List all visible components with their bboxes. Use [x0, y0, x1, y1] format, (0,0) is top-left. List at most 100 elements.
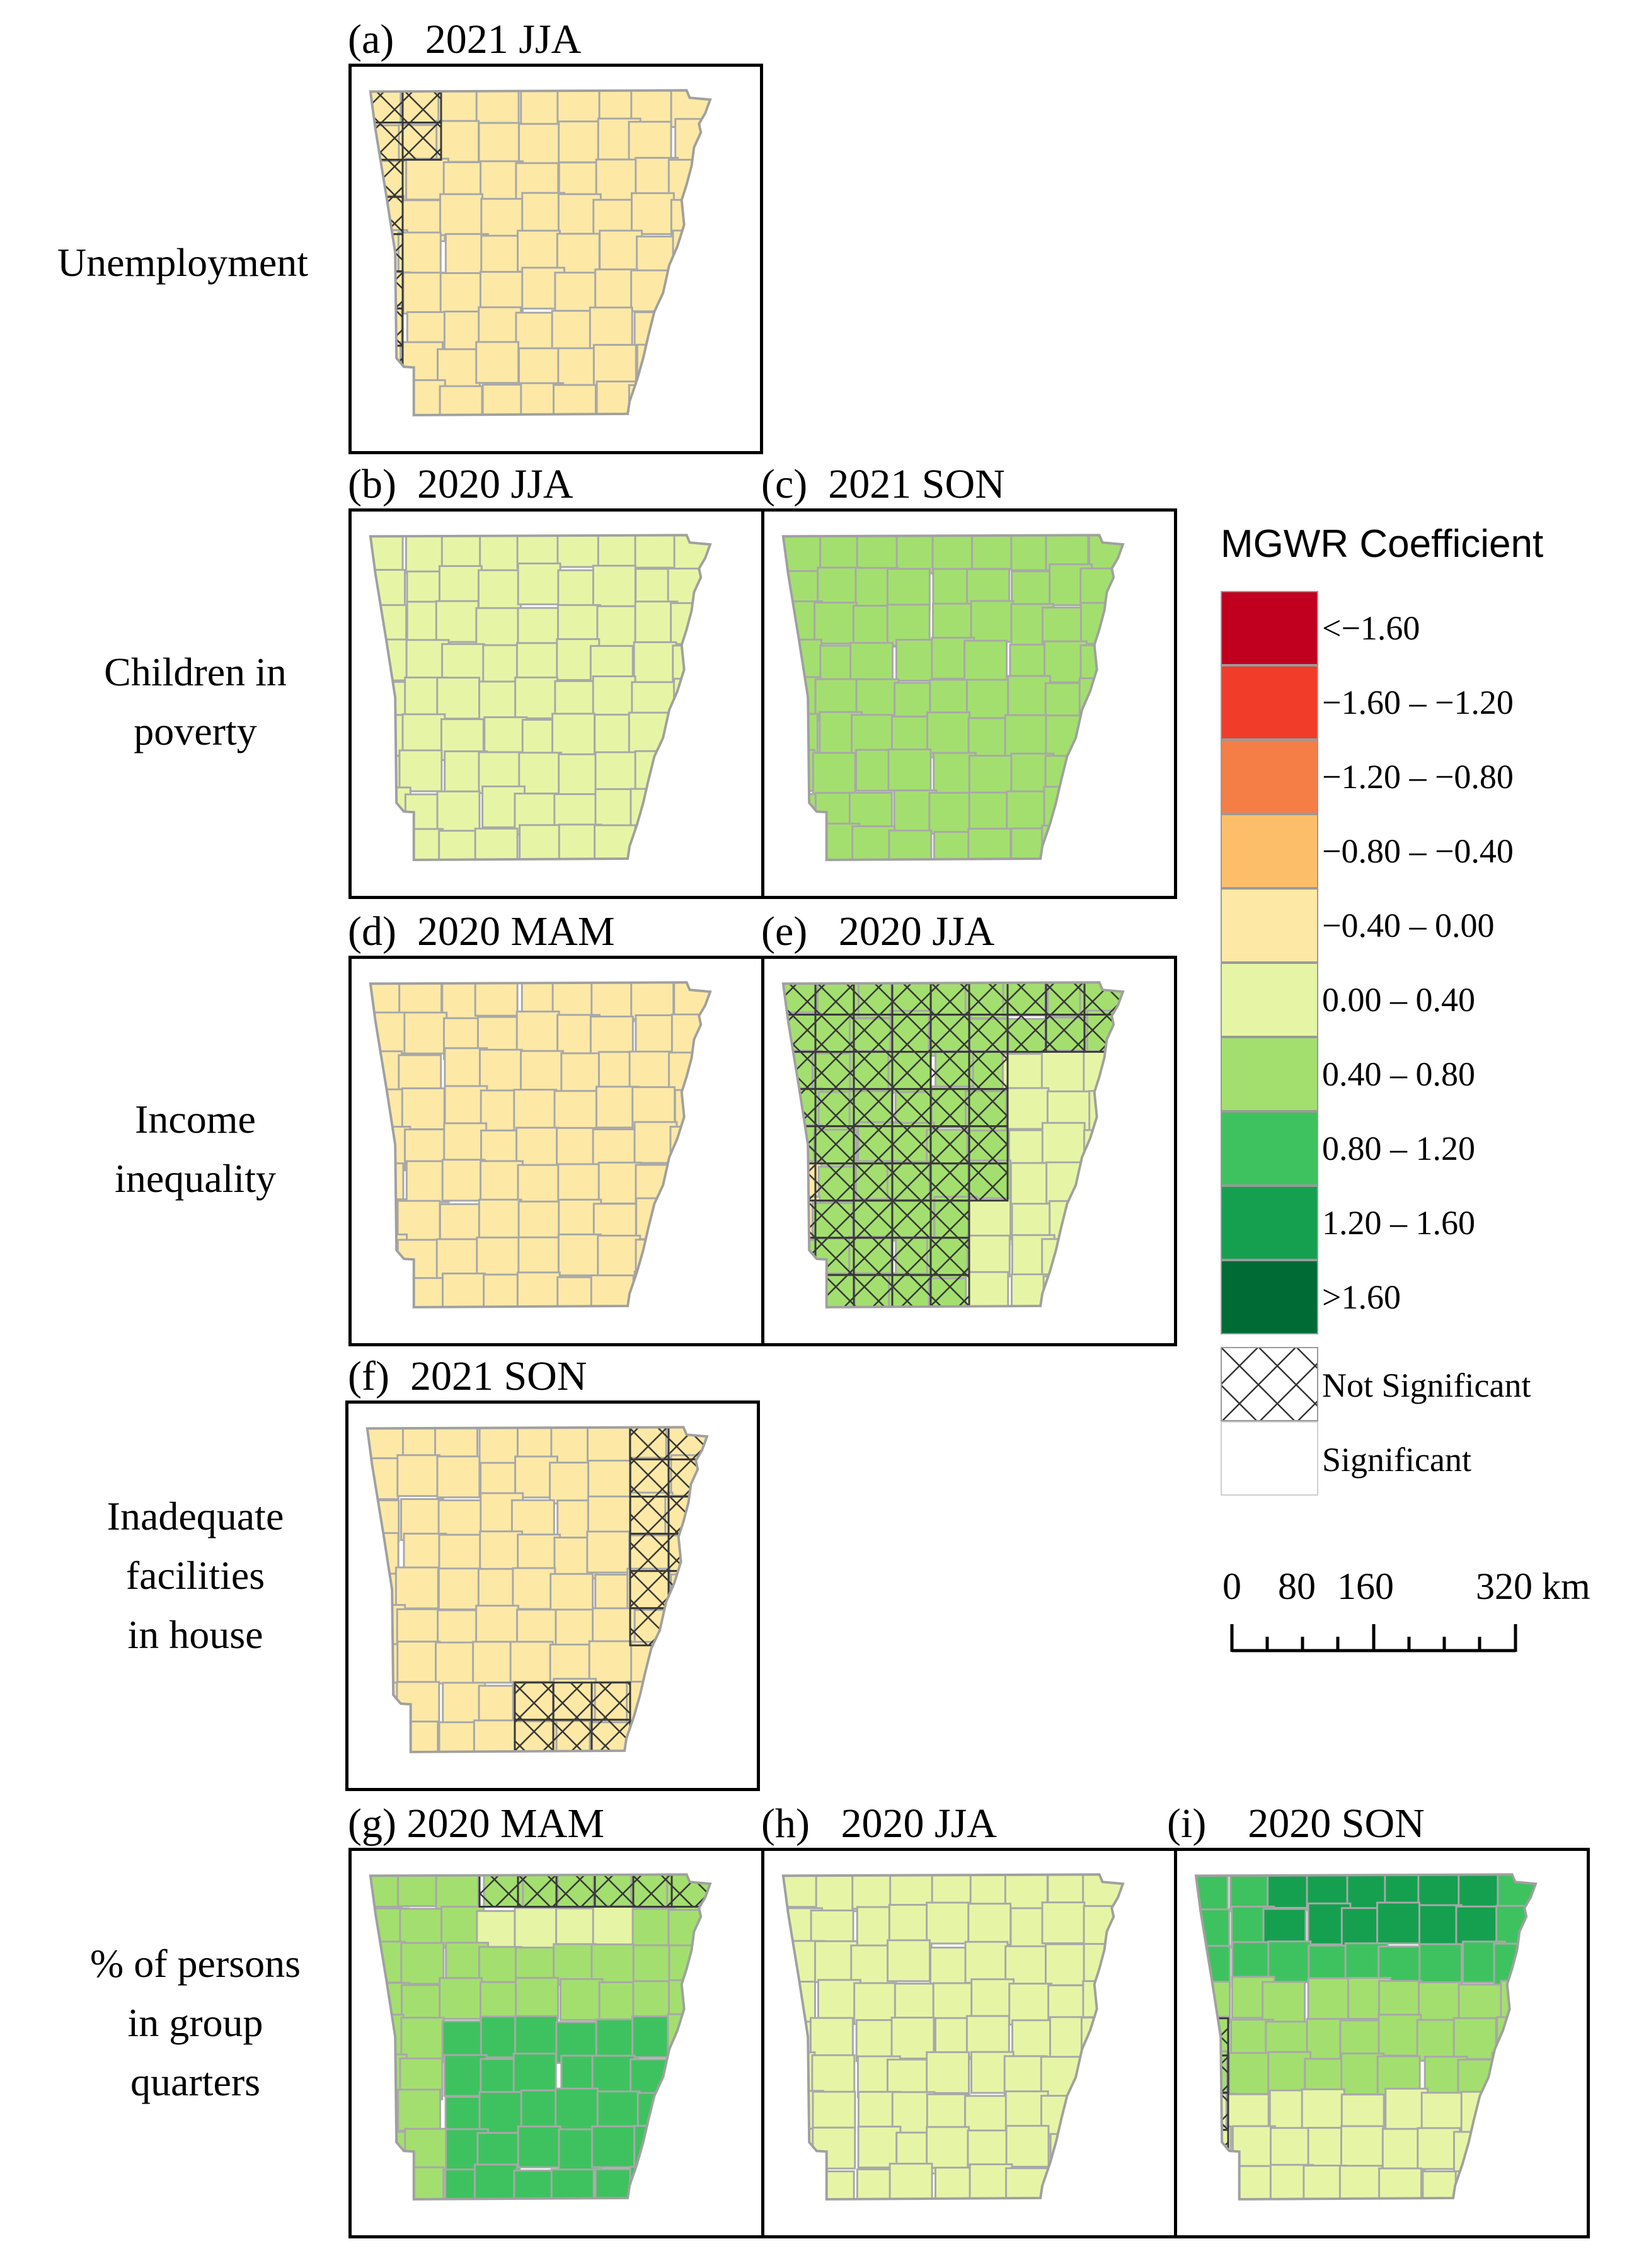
not-significant-county — [891, 1274, 932, 1307]
county — [475, 341, 520, 384]
county — [672, 1641, 707, 1684]
county — [1262, 1981, 1306, 2024]
not-significant-county — [370, 196, 404, 236]
not-significant-county — [1195, 2166, 1229, 2199]
county — [810, 2170, 855, 2199]
county — [478, 1198, 522, 1242]
not-significant-county — [814, 1200, 855, 1239]
county — [404, 2128, 449, 2171]
county — [478, 2091, 523, 2134]
map-g-svg — [369, 1873, 712, 2201]
county — [370, 1276, 408, 1307]
county — [1080, 789, 1123, 832]
county — [551, 309, 595, 353]
county — [515, 1976, 560, 2020]
not-significant-county — [891, 1237, 932, 1276]
county — [477, 569, 522, 612]
not-significant-county — [929, 1162, 970, 1202]
panel-a-title: (a) 2021 JJA — [348, 19, 581, 60]
scale-bar-graphic — [1230, 1624, 1517, 1652]
county — [963, 639, 1008, 683]
row-label-inadequate-facilities: Inadequate facilities in house — [25, 1487, 365, 1664]
county — [1417, 1874, 1462, 1908]
county — [967, 1903, 1012, 1946]
county — [597, 1161, 642, 1205]
county — [672, 2088, 710, 2131]
county — [396, 1454, 441, 1498]
panel-h-period: 2020 JJA — [841, 1801, 998, 1847]
county — [435, 600, 480, 643]
county — [671, 790, 710, 833]
not-significant-county — [968, 1125, 1009, 1165]
county — [474, 982, 519, 1017]
map-a-svg — [369, 89, 712, 416]
county — [556, 1126, 600, 1170]
county — [400, 341, 444, 384]
not-significant-county — [891, 1088, 932, 1128]
county — [1492, 2163, 1536, 2199]
panel-g-period: 2020 MAM — [406, 1801, 605, 1847]
county — [1491, 2052, 1536, 2095]
legend-significant-label: Significant — [1322, 1441, 1471, 1479]
county — [1418, 1943, 1463, 1986]
panel-b-title: (b) 2020 JJA — [348, 464, 573, 505]
county — [553, 1090, 598, 1133]
county — [401, 1087, 446, 1130]
county — [965, 2015, 1010, 2058]
county — [964, 1940, 1009, 1984]
not-significant-county — [783, 1014, 817, 1053]
county — [435, 1874, 480, 1912]
legend-swatch-4 — [1221, 888, 1318, 963]
county — [589, 1016, 634, 1058]
not-significant-county — [629, 1533, 670, 1572]
not-significant-county — [853, 1162, 894, 1202]
county — [1301, 2088, 1345, 2131]
county — [1087, 1159, 1123, 1202]
county — [671, 1603, 707, 1646]
row-label-line: poverty — [134, 709, 257, 753]
county — [509, 1641, 554, 1684]
county — [439, 272, 484, 315]
county — [587, 1495, 631, 1538]
county — [1195, 1908, 1231, 1952]
scale-tick-label-320: 320 km — [1476, 1566, 1590, 1607]
county — [515, 1011, 560, 1054]
not-significant-county — [401, 122, 442, 161]
county — [967, 1197, 1011, 1240]
panel-d-label: (d) — [348, 908, 396, 954]
county — [886, 604, 931, 647]
county — [783, 1981, 816, 2024]
county — [886, 568, 931, 611]
county — [971, 535, 1015, 570]
state-outline — [365, 1426, 709, 1753]
county — [370, 786, 411, 830]
county — [968, 755, 1013, 798]
state-outline — [369, 89, 712, 416]
county — [517, 2125, 561, 2168]
map-f-svg — [365, 1426, 709, 1753]
county — [514, 1906, 558, 1950]
legend-label-6: 0.40 – 0.80 — [1322, 1055, 1475, 1093]
legend-not-significant-label: Not Significant — [1322, 1366, 1531, 1404]
county — [518, 752, 563, 795]
county — [1040, 1049, 1085, 1092]
county — [1418, 1904, 1463, 1947]
not-significant-county — [514, 1681, 555, 1721]
county — [1084, 1269, 1123, 1307]
county — [1454, 2170, 1499, 2199]
legend-swatch-8 — [1221, 1186, 1318, 1260]
county — [629, 2165, 674, 2199]
county — [436, 1455, 481, 1499]
not-significant-county — [370, 233, 404, 273]
county — [672, 343, 710, 386]
map-panel-g — [348, 1848, 764, 2238]
county — [472, 1641, 516, 1684]
county — [634, 535, 679, 569]
county — [400, 828, 444, 860]
not-significant-county — [929, 1237, 970, 1276]
county — [672, 268, 710, 311]
scale-tick-label-80: 80 — [1278, 1566, 1316, 1607]
county — [628, 120, 672, 164]
county — [370, 1125, 411, 1169]
county — [888, 829, 933, 860]
